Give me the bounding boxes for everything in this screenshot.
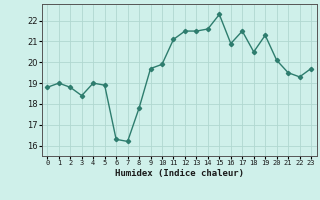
X-axis label: Humidex (Indice chaleur): Humidex (Indice chaleur) [115, 169, 244, 178]
